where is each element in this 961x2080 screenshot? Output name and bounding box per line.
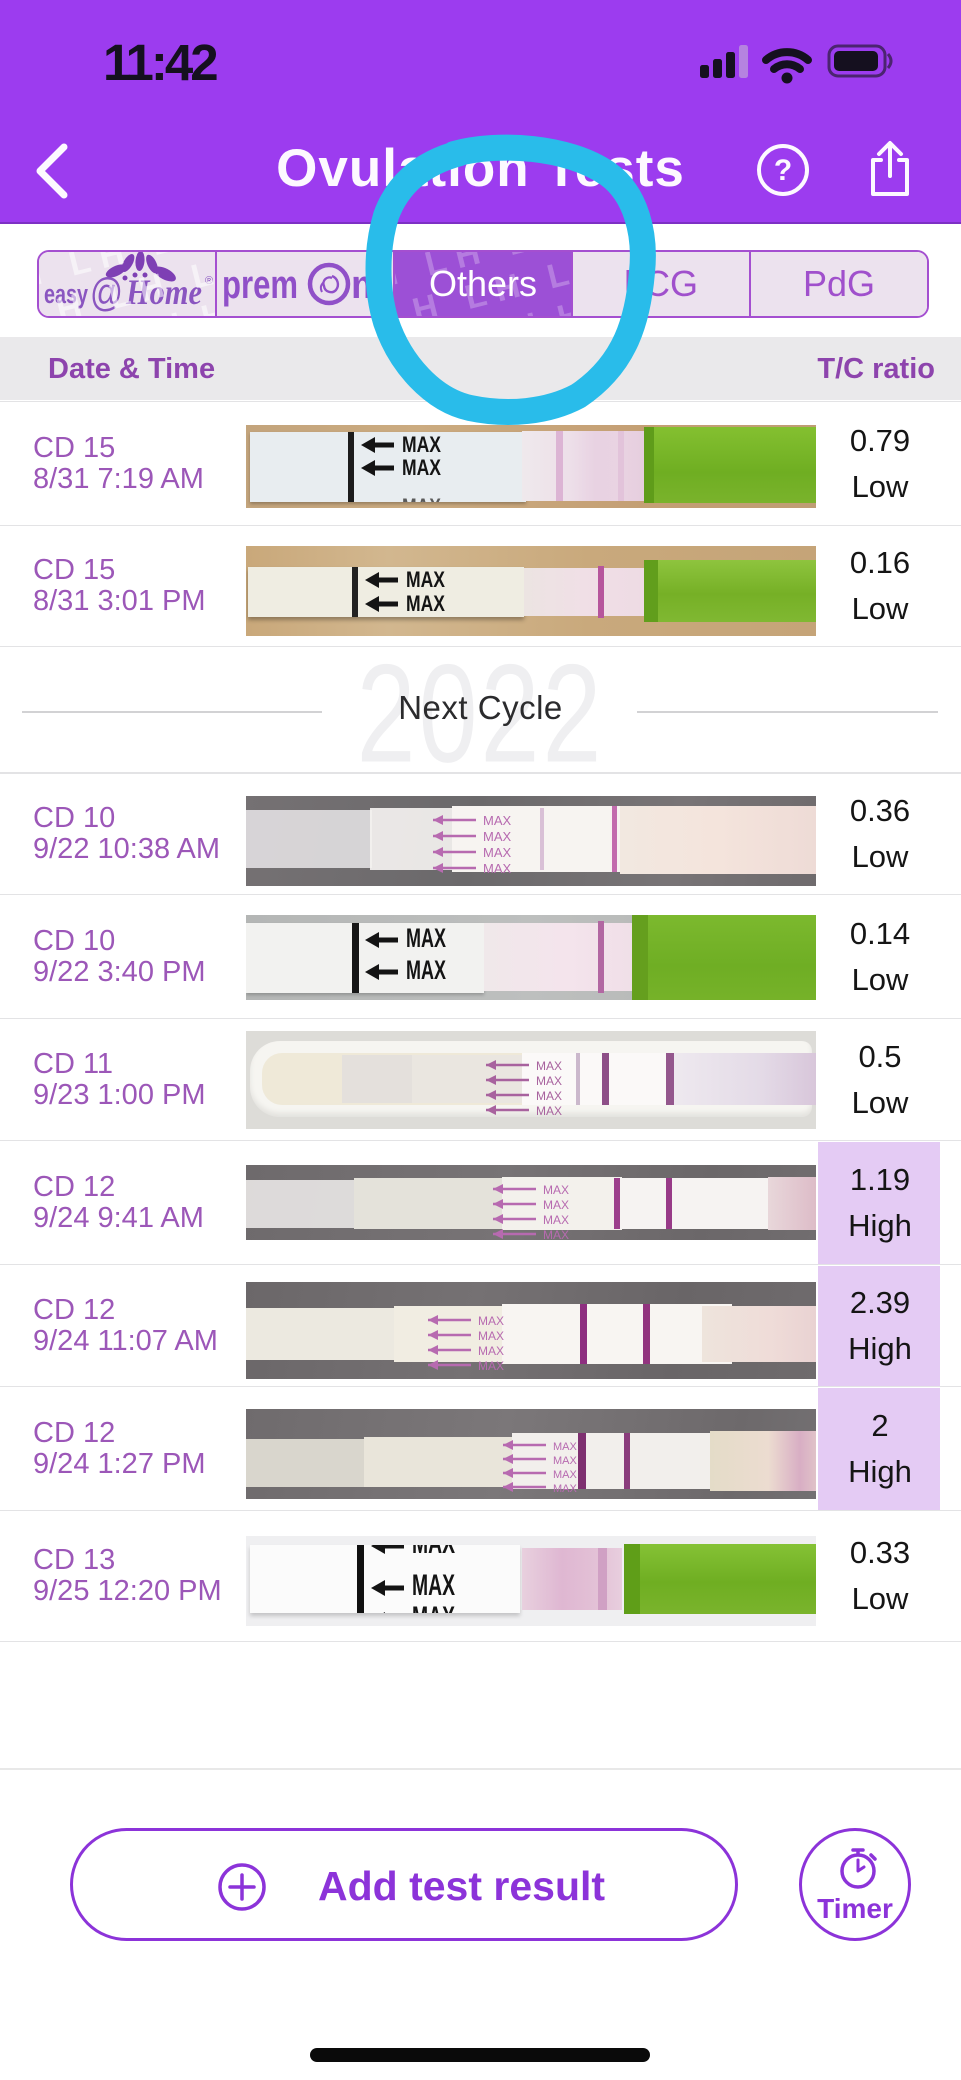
- svg-text:MAX: MAX: [553, 1441, 578, 1453]
- svg-text:MAX: MAX: [402, 434, 441, 457]
- svg-text:MAX: MAX: [478, 1329, 504, 1343]
- svg-text:MAX: MAX: [412, 1601, 455, 1613]
- svg-text:easy: easy: [44, 279, 88, 309]
- svg-text:®: ®: [205, 275, 213, 287]
- svg-text:MAX: MAX: [543, 1213, 569, 1227]
- svg-text:MAX: MAX: [536, 1104, 562, 1118]
- svg-text:MAX: MAX: [478, 1344, 504, 1358]
- svg-text:MAX: MAX: [553, 1469, 578, 1481]
- svg-text:MAX: MAX: [406, 925, 446, 953]
- svg-text:@: @: [90, 271, 123, 315]
- svg-text:MAX: MAX: [406, 955, 446, 985]
- svg-text:MAX: MAX: [536, 1074, 562, 1088]
- svg-text:MAX: MAX: [536, 1089, 562, 1103]
- svg-text:MAX: MAX: [483, 829, 512, 844]
- svg-text:MAX: MAX: [553, 1455, 578, 1467]
- svg-text:MAX: MAX: [412, 1545, 455, 1560]
- svg-text:MAX: MAX: [543, 1183, 569, 1197]
- svg-text:MAX: MAX: [402, 494, 441, 502]
- svg-text:MAX: MAX: [406, 567, 445, 592]
- svg-text:?: ?: [774, 154, 792, 187]
- svg-text:MAX: MAX: [553, 1483, 578, 1495]
- svg-text:MAX: MAX: [412, 1569, 455, 1602]
- svg-text:MAX: MAX: [406, 591, 445, 616]
- svg-text:MAX: MAX: [478, 1359, 504, 1373]
- svg-text:MAX: MAX: [536, 1059, 562, 1073]
- svg-text:MAX: MAX: [483, 861, 512, 876]
- svg-text:MAX: MAX: [483, 845, 512, 860]
- svg-text:MAX: MAX: [483, 813, 512, 828]
- svg-text:MAX: MAX: [478, 1314, 504, 1328]
- svg-text:MAX: MAX: [543, 1228, 569, 1240]
- svg-text:MAX: MAX: [543, 1198, 569, 1212]
- svg-text:prem: prem: [222, 263, 298, 307]
- svg-text:MAX: MAX: [402, 455, 441, 480]
